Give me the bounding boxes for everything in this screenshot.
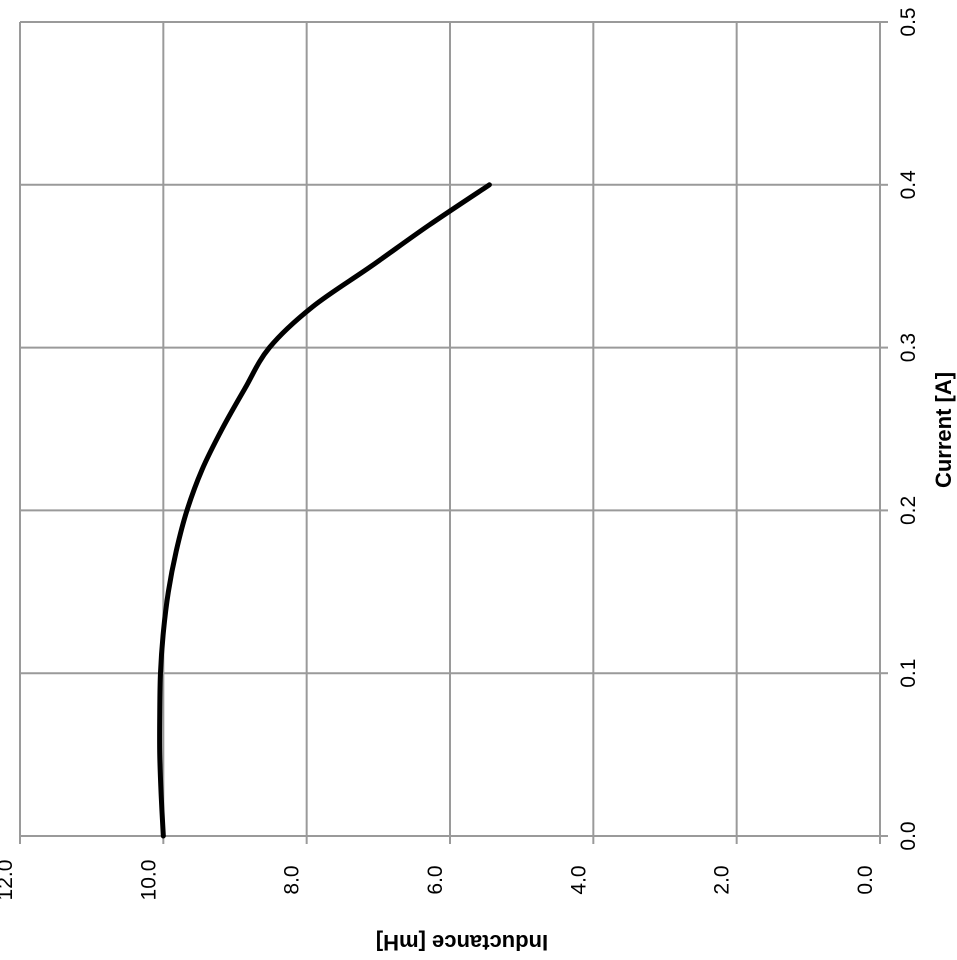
series-line-0	[157, 182, 492, 839]
grid-lines	[19, 21, 881, 837]
x-axis-title: Current [A]	[931, 372, 956, 488]
tick-labels: 0.0 0.1 0.2 0.3 0.4 0.5 0.0 2.0 4.0 6.0 8.0 10.0 12.…	[0, 7, 920, 900]
tick-label-inductance-2: 4.0	[567, 865, 590, 894]
tick-label-current-1: 0.1	[897, 659, 920, 688]
tick-label-inductance-5: 10.0	[137, 860, 160, 901]
tick-label-inductance-4: 8.0	[281, 865, 304, 894]
series-layer	[157, 182, 492, 839]
tick-label-current-5: 0.5	[897, 7, 920, 36]
tick-label-inductance-6: 12.0	[0, 860, 17, 901]
tick-label-inductance-3: 6.0	[424, 865, 447, 894]
tick-label-current-4: 0.4	[897, 170, 920, 200]
tick-label-current-2: 0.2	[897, 496, 920, 525]
tick-label-current-3: 0.3	[897, 333, 920, 362]
tick-label-inductance-1: 2.0	[711, 865, 734, 894]
tick-label-current-0: 0.0	[897, 821, 920, 850]
axes	[19, 21, 888, 844]
y-axis-title: Inductance [mH]	[376, 930, 548, 955]
tick-label-inductance-0: 0.0	[854, 865, 877, 894]
